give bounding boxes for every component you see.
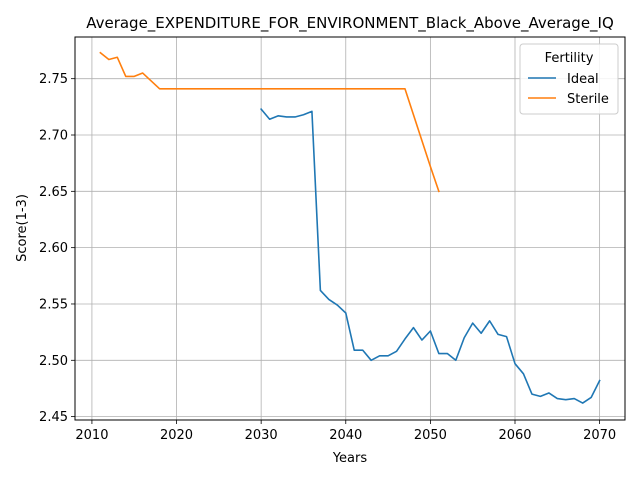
- chart-title: Average_EXPENDITURE_FOR_ENVIRONMENT_Blac…: [86, 14, 614, 33]
- y-tick-label: 2.45: [39, 410, 68, 425]
- legend-box: [519, 43, 619, 115]
- legend-title: Fertility: [545, 51, 594, 66]
- axis-ticks: 2010 2020 2030 2040 2050 2060 2070 2.45 2.50 2.55…: [39, 72, 616, 443]
- y-tick-label: 2.50: [39, 354, 68, 369]
- legend: Fertility Ideal Sterile: [519, 43, 619, 115]
- legend-label-sterile: Sterile: [567, 92, 609, 107]
- plot-frame: [74, 36, 626, 421]
- x-tick-label: 2030: [245, 428, 278, 443]
- x-tick-label: 2010: [75, 428, 108, 443]
- x-tick-label: 2070: [583, 428, 616, 443]
- x-tick-label: 2020: [160, 428, 193, 443]
- series-line-sterile: [99, 51, 440, 193]
- y-tick-label: 2.75: [39, 72, 68, 87]
- x-tick-label: 2050: [414, 428, 447, 443]
- x-tick-label: 2060: [498, 428, 531, 443]
- y-tick-label: 2.55: [39, 297, 68, 312]
- series-layer: [99, 51, 601, 404]
- series-line-ideal: [260, 107, 601, 404]
- y-axis-label: Score(1-3): [15, 194, 30, 262]
- grid-lines: [75, 37, 625, 420]
- x-axis-label: Years: [332, 451, 368, 466]
- y-tick-label: 2.60: [39, 241, 68, 256]
- x-tick-label: 2040: [329, 428, 362, 443]
- y-tick-label: 2.70: [39, 129, 68, 144]
- y-tick-label: 2.65: [39, 185, 68, 200]
- legend-label-ideal: Ideal: [567, 72, 599, 87]
